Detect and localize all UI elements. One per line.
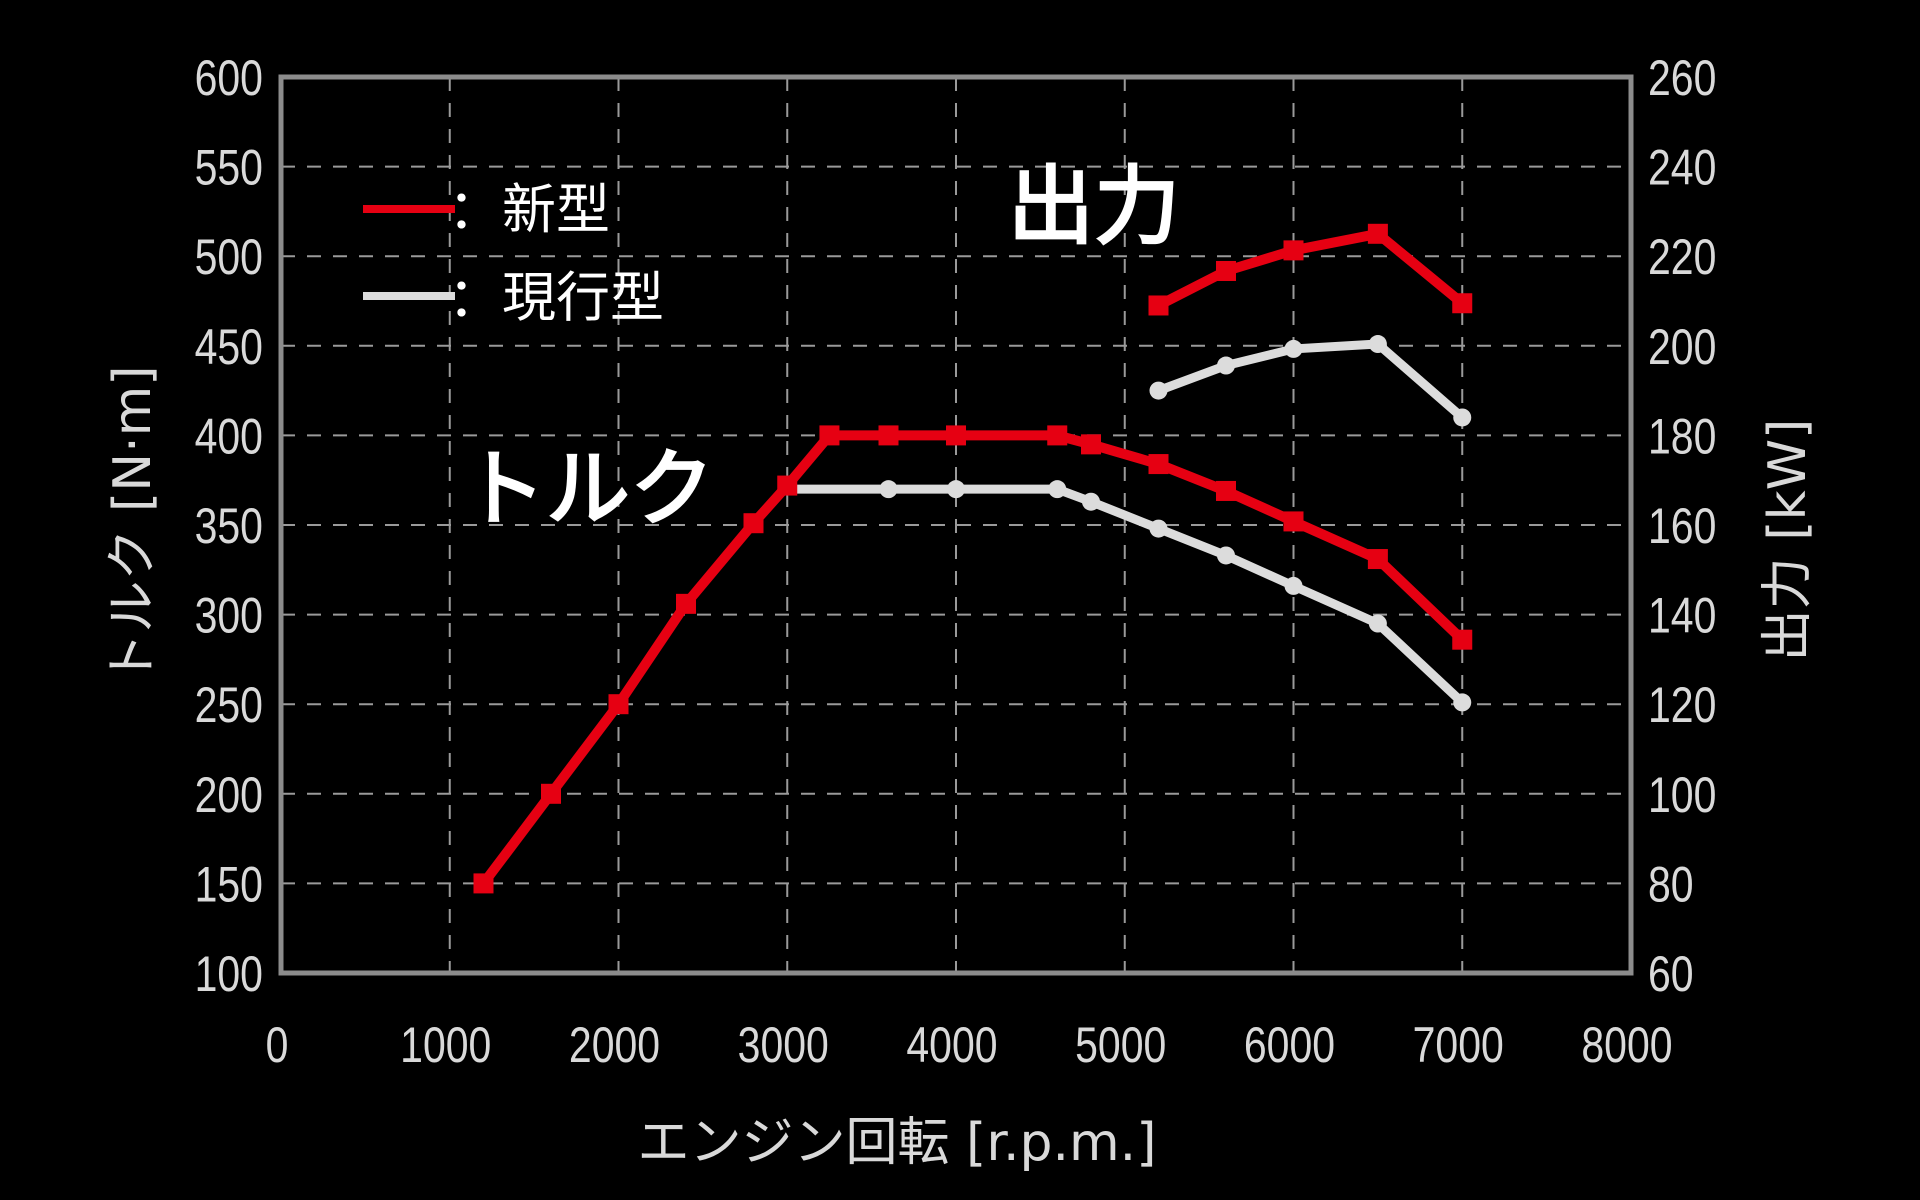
data-marker-circle xyxy=(1082,492,1100,511)
series-current-left xyxy=(787,480,1472,712)
y-left-tick-label: 450 xyxy=(195,319,263,375)
x-tick-label: 6000 xyxy=(1244,1017,1335,1073)
series-new-right xyxy=(1148,223,1473,316)
y-right-tick-label: 160 xyxy=(1648,498,1716,554)
data-marker-circle xyxy=(1149,519,1168,538)
y-left-tick-label: 200 xyxy=(195,767,263,823)
data-marker-square xyxy=(1283,511,1304,532)
y-right-tick-label: 80 xyxy=(1648,857,1694,913)
y-right-tick-label: 180 xyxy=(1648,409,1716,465)
plot-frame xyxy=(278,74,1634,976)
data-marker-square xyxy=(1216,260,1236,281)
x-tick-label: 0 xyxy=(266,1017,289,1073)
data-marker-square xyxy=(1081,434,1101,455)
series-line xyxy=(787,484,1466,706)
data-marker-square xyxy=(608,694,629,715)
data-marker-circle xyxy=(1217,356,1235,375)
data-marker-circle xyxy=(879,480,898,499)
annotation-power: 出力 xyxy=(1008,157,1180,257)
x-tick-label: 7000 xyxy=(1413,1017,1504,1073)
y-left-tick-label: 500 xyxy=(195,229,263,285)
data-marker-square xyxy=(819,425,840,446)
legend: ：新型 ：現行型 xyxy=(363,178,664,329)
data-marker-circle xyxy=(1453,693,1472,712)
y-right-tick-label: 240 xyxy=(1648,140,1716,196)
data-marker-circle xyxy=(947,480,965,499)
data-marker-square xyxy=(1047,425,1068,446)
x-tick-label: 3000 xyxy=(738,1017,829,1073)
y-left-tick-label: 350 xyxy=(195,498,263,554)
data-marker-circle xyxy=(1284,339,1303,358)
series-current-right xyxy=(1149,335,1472,427)
y-left-axis-title: トルク [N·m] xyxy=(103,365,163,684)
data-marker-square xyxy=(777,475,798,496)
annotation-torque: トルク xyxy=(462,440,714,538)
y-left-tick-label: 400 xyxy=(195,409,263,465)
legend-label-new: ：新型 xyxy=(448,178,610,241)
data-marker-square xyxy=(1216,480,1236,501)
x-tick-label: 1000 xyxy=(400,1017,491,1073)
data-marker-square xyxy=(1283,240,1304,261)
data-marker-square xyxy=(1148,454,1169,475)
data-marker-circle xyxy=(1453,408,1472,427)
y-left-tick-label: 600 xyxy=(195,50,263,106)
data-marker-circle xyxy=(1368,335,1387,354)
series-line xyxy=(479,430,1466,887)
data-marker-square xyxy=(1367,549,1388,570)
y-left-tick-label: 100 xyxy=(195,946,263,1002)
x-tick-label: 5000 xyxy=(1075,1017,1166,1073)
series-new-left xyxy=(473,425,1473,894)
data-marker-square xyxy=(541,783,561,804)
data-marker-square xyxy=(743,513,764,534)
data-marker-circle xyxy=(1284,576,1303,595)
data-marker-square xyxy=(1367,223,1388,244)
y-left-tick-label: 150 xyxy=(195,857,263,913)
y-left-tick-label: 550 xyxy=(195,140,263,196)
y-right-tick-label: 100 xyxy=(1648,767,1716,823)
data-marker-square xyxy=(1148,295,1169,316)
y-right-axis-title: 出力 [kW] xyxy=(1758,419,1818,662)
x-tick-label: 4000 xyxy=(906,1017,997,1073)
x-axis-ticks: 0 1000 2000 3000 4000 5000 6000 7000 8000 xyxy=(266,1017,1673,1073)
data-marker-square xyxy=(676,593,696,614)
y-right-tick-label: 120 xyxy=(1648,677,1716,733)
series-layer xyxy=(473,223,1473,894)
data-marker-circle xyxy=(1368,614,1387,633)
y-right-tick-label: 60 xyxy=(1648,946,1694,1002)
legend-label-current: ：現行型 xyxy=(448,266,664,329)
x-tick-label: 2000 xyxy=(569,1017,660,1073)
y-left-tick-label: 250 xyxy=(195,677,263,733)
data-marker-circle xyxy=(1048,480,1067,499)
y-right-tick-label: 200 xyxy=(1648,319,1716,375)
data-marker-square xyxy=(473,873,494,894)
y-right-tick-label: 260 xyxy=(1648,50,1716,106)
y-right-tick-label: 140 xyxy=(1648,588,1716,644)
y-right-axis-ticks: 60 80 100 120 140 160 180 200 220 240 260 xyxy=(1648,50,1716,1002)
data-marker-circle xyxy=(1217,546,1235,565)
x-tick-label: 8000 xyxy=(1581,1017,1672,1073)
data-marker-circle xyxy=(1149,381,1168,400)
data-marker-square xyxy=(1452,293,1473,314)
y-left-tick-label: 300 xyxy=(195,588,263,644)
data-marker-square xyxy=(1452,629,1473,650)
data-marker-square xyxy=(878,425,899,446)
x-axis-title: エンジン回転 [r.p.m.] xyxy=(638,1113,1157,1173)
data-marker-square xyxy=(946,425,966,446)
y-left-axis-ticks: 100 150 200 250 300 350 400 450 500 550 600 xyxy=(195,50,263,1002)
y-right-tick-label: 220 xyxy=(1648,229,1716,285)
